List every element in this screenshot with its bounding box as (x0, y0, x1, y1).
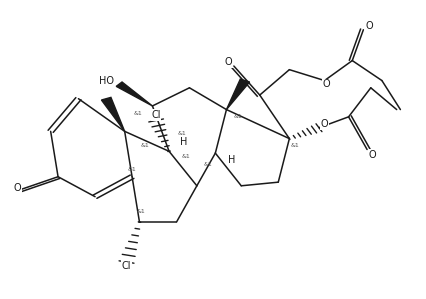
Text: &1: &1 (233, 114, 242, 119)
Polygon shape (116, 82, 152, 106)
Polygon shape (226, 79, 249, 109)
Text: H: H (228, 155, 235, 165)
Text: Cl: Cl (121, 261, 131, 271)
Text: &1: &1 (177, 131, 186, 136)
Text: &1: &1 (290, 144, 299, 148)
Text: &1: &1 (181, 154, 190, 159)
Text: O: O (368, 150, 376, 160)
Text: HO: HO (98, 76, 113, 86)
Text: &1: &1 (140, 144, 149, 148)
Polygon shape (101, 97, 124, 131)
Text: O: O (322, 79, 329, 89)
Text: H: H (180, 137, 187, 147)
Text: &1: &1 (137, 209, 145, 214)
Text: Cl: Cl (151, 110, 161, 120)
Text: &1: &1 (127, 167, 136, 172)
Text: O: O (14, 183, 21, 193)
Text: &1: &1 (133, 111, 142, 116)
Text: &1: &1 (203, 161, 212, 167)
Text: O: O (320, 119, 328, 129)
Text: O: O (364, 21, 372, 31)
Text: O: O (224, 57, 232, 67)
